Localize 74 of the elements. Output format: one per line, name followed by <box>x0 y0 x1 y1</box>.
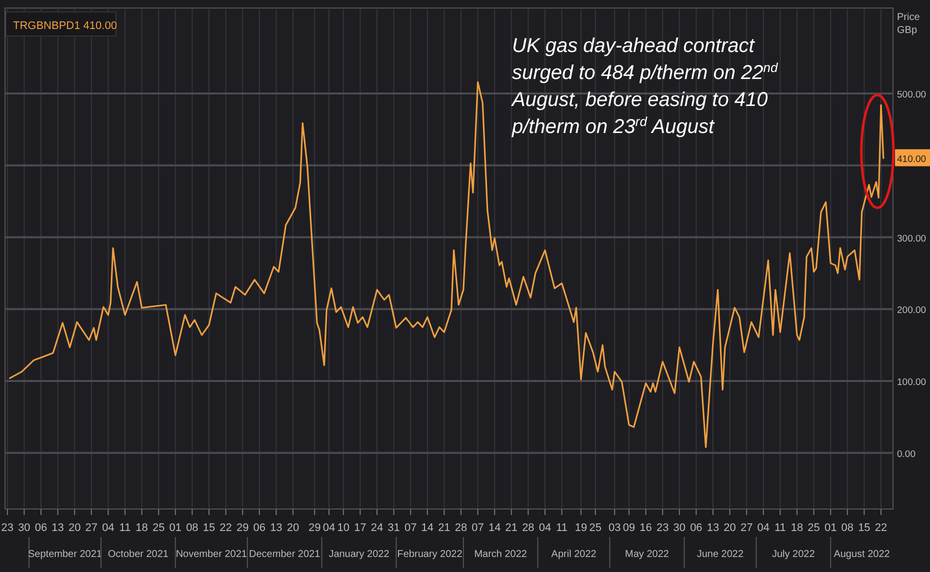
x-tick-label: 22 <box>874 522 888 534</box>
x-tick-label: 06 <box>253 522 266 534</box>
x-tick-label: 25 <box>808 522 820 534</box>
x-tick-label: 25 <box>152 522 165 534</box>
x-tick-label: 15 <box>202 522 216 534</box>
text: July 2022 <box>772 549 816 560</box>
x-tick-label: 13 <box>270 522 282 534</box>
x-tick-label: 22 <box>220 522 232 534</box>
x-tick-label: 13 <box>706 522 720 534</box>
x-tick-label: 03 <box>608 522 621 534</box>
x-tick-label: 11 <box>119 522 131 534</box>
x-tick-label: 30 <box>18 522 30 534</box>
x-tick-label: 16 <box>640 522 652 534</box>
x-tick-label: 14 <box>421 522 434 534</box>
x-tick-label: 01 <box>824 522 837 534</box>
x-tick-label: 20 <box>286 522 300 534</box>
x-tick-label: 13 <box>52 522 64 534</box>
x-tick-label: 14 <box>488 522 501 534</box>
text: October 2021 <box>108 549 169 560</box>
annotation: 410.00 <box>897 154 926 166</box>
text: June 2022 <box>696 549 744 560</box>
x-tick-label: 18 <box>136 522 148 534</box>
x-tick-label: 15 <box>858 522 870 534</box>
x-tick-label: 07 <box>472 522 484 534</box>
text: TRGBNBPD1 410.00 <box>13 20 117 32</box>
y-tick-label: 0.00 <box>897 448 916 460</box>
x-tick-label: 28 <box>522 522 534 534</box>
x-tick-label: 27 <box>740 522 753 534</box>
x-tick-label: 08 <box>841 522 854 534</box>
text: May 2022 <box>625 549 670 560</box>
x-tick-label: 23 <box>1 522 14 534</box>
x-tick-label: 10 <box>337 522 350 534</box>
text: August 2022 <box>834 549 890 560</box>
text: December 2021 <box>249 549 321 560</box>
y-axis-title: Price GBp <box>897 12 920 36</box>
text: September 2021 <box>28 549 102 560</box>
x-tick-label: 21 <box>505 522 518 534</box>
x-tick-label: 19 <box>574 522 588 534</box>
x-tick-label: 08 <box>186 522 198 534</box>
x-tick-label: 06 <box>34 522 48 534</box>
x-tick-label: 04 <box>538 522 552 534</box>
x-tick-label: 18 <box>790 522 804 534</box>
x-tick-label: 11 <box>556 522 568 534</box>
x-tick-label: 04 <box>757 522 770 534</box>
text: March 2022 <box>474 549 528 560</box>
x-tick-label: 07 <box>404 522 417 534</box>
x-tick-label: 09 <box>622 522 636 534</box>
x-tick-label: 20 <box>68 522 81 534</box>
y-tick-label: 100.00 <box>897 377 926 388</box>
text: February 2022 <box>397 549 463 560</box>
x-tick-label: 31 <box>388 522 400 534</box>
y-tick-label: 500.00 <box>897 90 926 101</box>
x-tick-label: 25 <box>589 522 602 534</box>
y-tick-label: 200.00 <box>897 305 926 316</box>
x-tick-label: 17 <box>354 522 366 534</box>
x-tick-label: 20 <box>724 522 736 534</box>
x-tick-label: 21 <box>438 522 450 534</box>
x-tick-label: 28 <box>454 522 468 534</box>
x-tick-label: 06 <box>690 522 702 534</box>
x-tick-label: 29 <box>236 522 249 534</box>
y-tick-label: 300.00 <box>897 233 926 244</box>
x-tick-label: 04 <box>322 522 336 534</box>
x-tick-label: 23 <box>656 522 669 534</box>
x-tick-label: 04 <box>102 522 114 534</box>
text: April 2022 <box>551 549 597 560</box>
x-tick-label: 29 <box>308 522 321 534</box>
text: November 2021 <box>176 549 248 560</box>
text: January 2022 <box>328 549 390 560</box>
annotation: UK gas day-ahead contract surged to 484 p/therm on 22$^{nd}$ August, before easing to 410 p/therm on 23$^{rd}$ August <box>511 35 779 138</box>
x-tick-label: 11 <box>774 522 786 534</box>
x-tick-label: 01 <box>169 522 182 534</box>
x-tick-label: 27 <box>85 522 98 534</box>
x-tick-label: 30 <box>673 522 686 534</box>
x-tick-label: 24 <box>370 522 384 534</box>
